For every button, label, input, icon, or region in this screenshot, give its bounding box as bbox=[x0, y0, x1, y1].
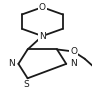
Text: S: S bbox=[24, 80, 30, 89]
Text: N: N bbox=[39, 32, 46, 41]
Text: O: O bbox=[39, 3, 46, 12]
Text: O: O bbox=[70, 47, 77, 56]
Text: N: N bbox=[8, 59, 15, 68]
Text: N: N bbox=[70, 59, 77, 68]
